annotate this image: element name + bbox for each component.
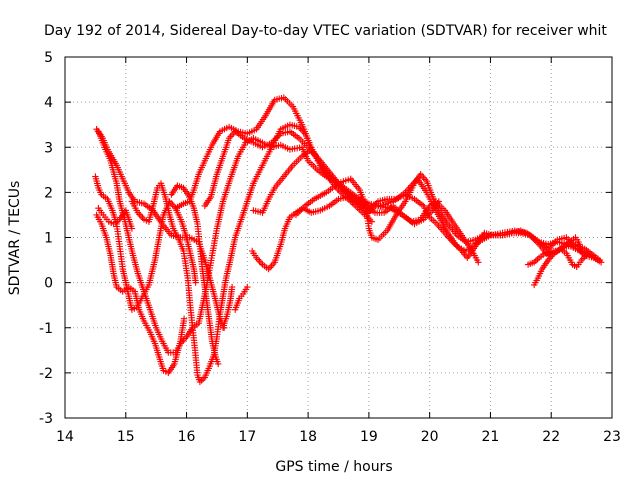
x-tick-label: 23 [603,429,621,445]
y-tick-label: 2 [44,185,53,201]
x-tick-label: 20 [421,429,439,445]
data-point-marker [180,315,188,322]
satellite-trace-10 [219,283,236,331]
data-point-marker [192,279,199,286]
x-tick-label: 14 [56,429,74,445]
y-tick-label: -3 [39,411,53,427]
satellite-trace-13 [292,171,588,257]
x-tick-label: 19 [360,429,378,445]
y-tick-label: 1 [44,231,53,247]
x-tick-label: 15 [117,429,135,445]
satellite-trace-4 [93,211,188,377]
satellite-trace-7 [172,94,376,225]
y-tick-label: -1 [39,321,53,337]
x-tick-label: 22 [542,429,560,445]
data-point-marker [578,247,585,255]
data-point-marker [244,283,251,291]
y-tick-label: 4 [44,95,53,111]
data-point-marker [590,254,597,261]
y-axis-label: SDTVAR / TECUs [7,181,23,296]
y-tick-label: 3 [44,140,53,156]
data-point-marker [228,283,236,291]
chart-title: Day 192 of 2014, Sidereal Day-to-day VTE… [44,23,607,39]
satellite-trace-9 [232,283,251,313]
data-point-marker [215,360,222,368]
data-point-marker [368,218,376,225]
satellite-trace-16 [95,205,136,232]
satellite-trace-11 [249,191,603,273]
y-tick-label: 5 [44,50,53,66]
x-tick-label: 21 [482,429,500,445]
data-point-marker [128,225,136,232]
data-point-marker [475,259,482,266]
y-tick-label: 0 [44,276,53,292]
data-layer [92,94,605,386]
x-tick-label: 17 [238,429,256,445]
x-tick-label: 18 [299,429,317,445]
data-point-marker [596,256,603,264]
x-tick-label: 16 [178,429,196,445]
satellite-trace-15 [531,245,597,289]
satellite-trace-14 [524,234,585,268]
y-tick-label: -2 [39,366,53,382]
x-axis-label: GPS time / hours [275,459,392,475]
